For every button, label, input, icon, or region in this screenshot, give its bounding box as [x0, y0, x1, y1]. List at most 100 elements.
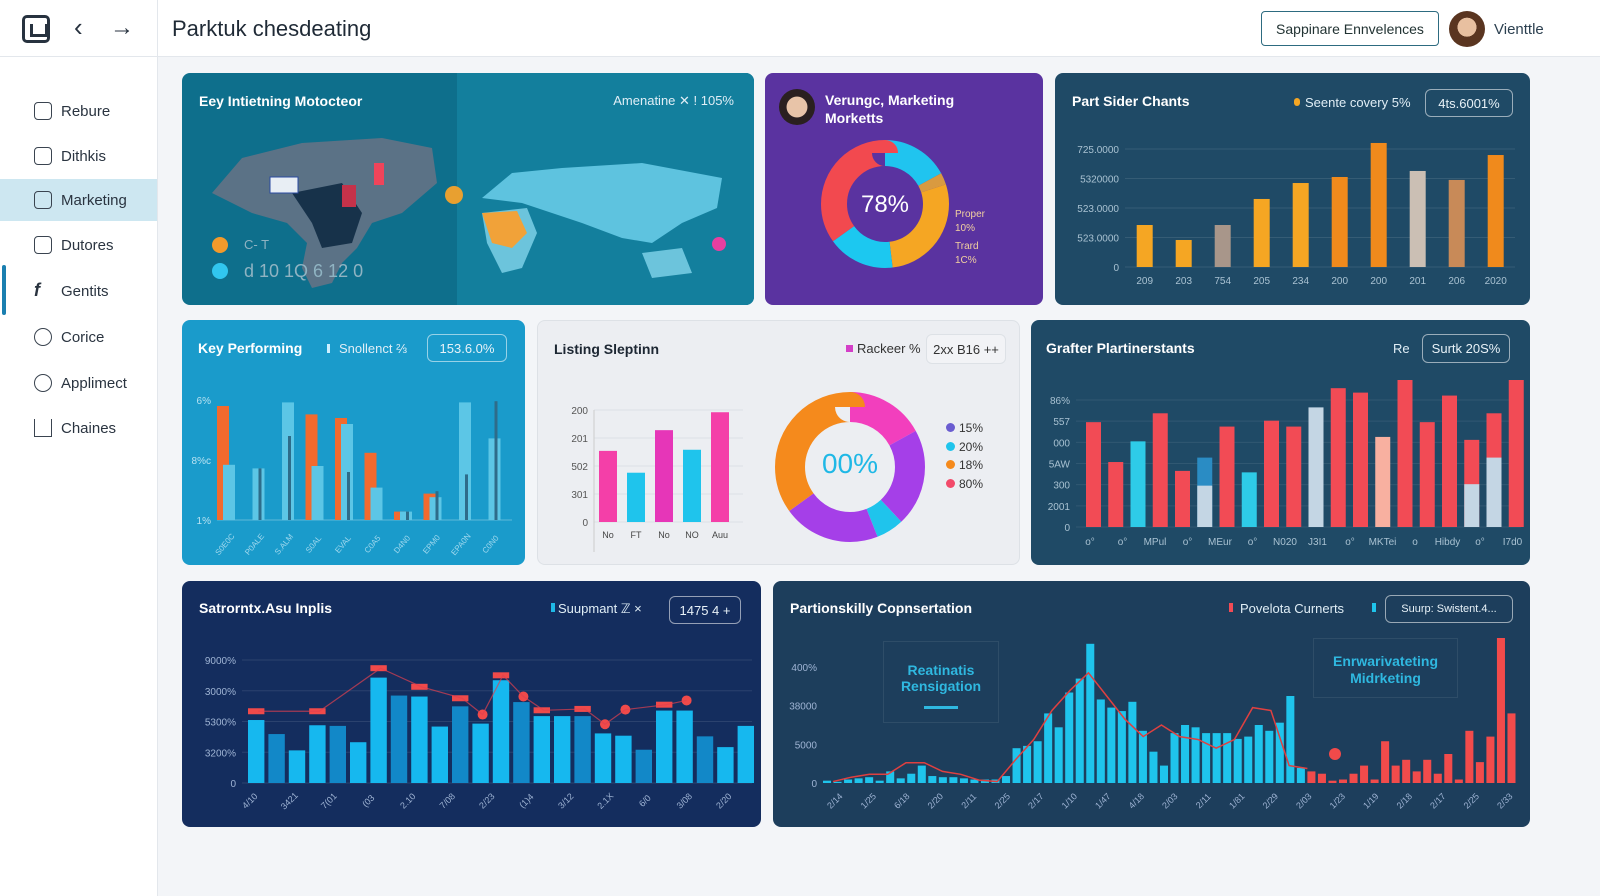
y-tick-label: 5AW [1049, 460, 1071, 471]
user-avatar[interactable] [1449, 11, 1485, 47]
legend-label: 15% [959, 421, 984, 435]
x-tick-label: 203 [1175, 276, 1192, 287]
bar [431, 726, 448, 783]
bar [347, 472, 350, 520]
bar-chart[interactable]: 0 523.0000 523.0000 5320000 725.0000 209 203 75… [1055, 73, 1530, 305]
bar [1442, 395, 1457, 527]
header-action-button[interactable]: Sappinare Ennvelences [1261, 11, 1439, 46]
y-tick-label: 8%c [192, 456, 211, 467]
bar [823, 780, 832, 783]
bar [1296, 767, 1305, 783]
sidebar-item-applimect[interactable]: Applimect [0, 362, 157, 404]
sidebar-item-label: Rebure [61, 102, 111, 120]
bar [676, 710, 693, 783]
sidebar-item-rebure[interactable]: Rebure [0, 90, 157, 132]
bar [896, 778, 905, 783]
bar-segment [1464, 484, 1480, 527]
annotation-box: Enrwarivateting Midrketing [1313, 638, 1458, 698]
bar [533, 716, 550, 783]
annotation-line [924, 706, 958, 709]
map-eurasia [482, 163, 722, 243]
y-tick-label: 5320000 [1080, 175, 1119, 186]
bar [1152, 413, 1168, 527]
listing-charts[interactable]: 0 301 502 201 200 No FT No NO Auu [538, 321, 1020, 565]
world-map[interactable] [182, 73, 754, 305]
x-tick-label: 2/03 [1294, 791, 1313, 810]
bar [1397, 380, 1413, 527]
sidebar-item-marketing[interactable]: Marketing [0, 179, 157, 221]
y-tick-label: 523.0000 [1077, 234, 1119, 245]
x-tick-label: 6/0 [637, 793, 653, 809]
y-tick-label: 200 [571, 406, 588, 417]
sidebar: Rebure Dithkis Marketing Dutores f Gentit… [0, 57, 157, 896]
x-tick-label: 2.10 [398, 791, 417, 810]
metric-pill[interactable]: Suurp: Swistent.4... [1385, 595, 1513, 623]
bar [248, 720, 265, 783]
marker-dash [248, 708, 265, 715]
x-tick-label: No [658, 530, 670, 540]
x-tick-label: 3/08 [675, 791, 694, 810]
metric-pill[interactable]: Surtk 20S% [1422, 334, 1510, 363]
sidebar-item-label: Corice [61, 328, 105, 346]
x-tick-label: No [602, 530, 614, 540]
donut-legend: 15% 20% 18% 80% [946, 419, 983, 493]
sidebar-item-dithkis[interactable]: Dithkis [0, 135, 157, 177]
bar [370, 487, 383, 520]
x-tick-label: N020 [1273, 537, 1297, 548]
grouped-bar-chart[interactable]: 1% 8%c 6% S0E0C P0ALE S.ALM S0AL EVAL C0A5 D4N0 EP… [182, 320, 525, 565]
x-tick-label: MKTei [1369, 537, 1397, 548]
card-title: Part Sider Chants [1072, 93, 1190, 109]
legend-item: 80% [946, 475, 983, 494]
sidebar-scroll-indicator[interactable] [2, 265, 6, 315]
sidebar-item-dutores[interactable]: Dutores [0, 224, 157, 266]
bar-line-chart[interactable]: 0 3200% 5300% 3000% 9000% 4/10 3421 7(01 (03 2.10… [182, 581, 761, 827]
back-arrow-icon[interactable]: ‹ [74, 12, 83, 42]
x-tick-label: (1)4 [517, 792, 535, 810]
x-tick-label: 7/08 [438, 791, 457, 810]
metric-pill[interactable]: 1475 4 + [669, 596, 741, 624]
bar [1264, 420, 1279, 527]
metric-pill[interactable]: 153.6.0% [427, 334, 507, 362]
user-name[interactable]: Vienttle [1494, 21, 1544, 38]
metric-pill[interactable]: 4ts.6001% [1425, 89, 1513, 117]
sidebar-item-corice[interactable]: Corice [0, 316, 157, 358]
donut-chart[interactable] [765, 73, 1043, 305]
x-tick-label: 2/17 [1428, 791, 1447, 810]
bar-chart[interactable]: 0 2001 300 5AW 000 557 86% o° o° MPul o° MEur o° N020… [1031, 320, 1530, 565]
card-title: Satrorntx.Asu Inplis [199, 600, 333, 616]
bar-line-chart[interactable]: 0 5000 38000 400% 2/14 1/25 6/18 2/20 2/11 2/25 2/… [773, 581, 1530, 827]
bar [1433, 773, 1442, 783]
forward-arrow-icon[interactable]: → [110, 14, 134, 41]
sidebar-item-label: Chaines [61, 419, 117, 437]
bar [1331, 176, 1348, 267]
annotation-label: Reatinatis Rensigation [900, 662, 982, 694]
bar [833, 781, 842, 783]
app-logo-icon[interactable] [22, 15, 50, 43]
x-tick-label: 2/03 [1160, 791, 1179, 810]
bar [1265, 730, 1274, 783]
bar [854, 778, 863, 783]
chart-frame-icon [34, 147, 52, 165]
map-marker [445, 186, 463, 204]
x-tick-label: S.ALM [273, 532, 296, 556]
bar [1275, 722, 1284, 783]
metric-pill[interactable]: 2xx B16 ++ [926, 334, 1006, 364]
bar [1286, 696, 1295, 783]
x-tick-label: MPul [1144, 537, 1167, 548]
bar [1292, 183, 1309, 267]
sidebar-item-chaines[interactable]: Chaines [0, 407, 157, 449]
legend-dot [551, 603, 555, 612]
x-tick-label: 2/20 [714, 791, 733, 810]
marker-dash [533, 707, 550, 714]
x-tick-label: o° [1248, 537, 1258, 548]
legend-label: d 10 1Q 6 12 0 [244, 261, 364, 281]
sidebar-item-gentits[interactable]: f Gentits [0, 270, 157, 312]
donut-label: Proper [955, 209, 986, 220]
sidebar-item-label: Marketing [61, 191, 127, 209]
donut-segment [821, 140, 949, 268]
bar [288, 436, 291, 520]
x-tick-label: 754 [1214, 276, 1231, 287]
bar [435, 491, 439, 520]
x-tick-label: EPM0 [421, 533, 442, 556]
legend-dot [1372, 603, 1376, 612]
